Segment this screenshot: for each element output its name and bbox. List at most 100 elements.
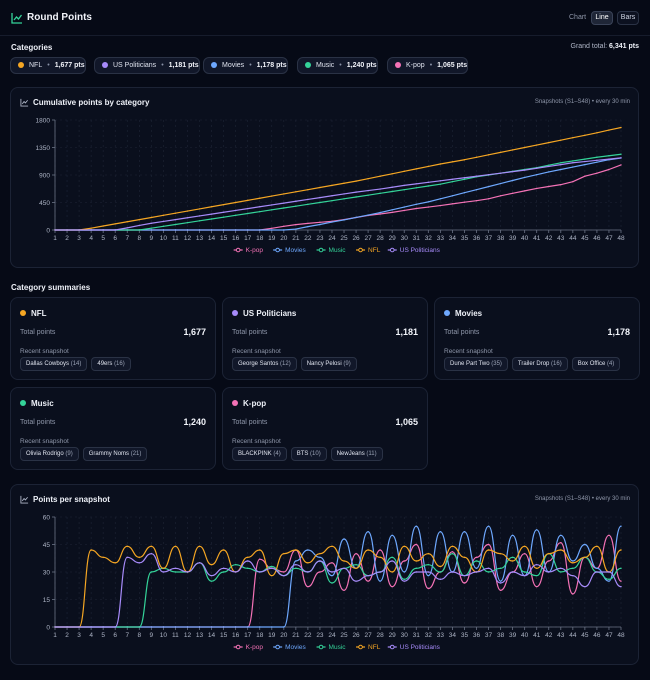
summary-card-movies[interactable]: Movies Total points 1,178 Recent snapsho…	[434, 297, 640, 380]
x-tick-label: 36	[473, 235, 481, 242]
category-chip-us-politicians[interactable]: US Politicians • 1,181 pts	[94, 57, 200, 74]
data-point-music	[138, 229, 140, 231]
data-point-music	[283, 207, 285, 209]
legend-item-us-politicians[interactable]: US Politicians	[387, 247, 441, 254]
legend-item-music[interactable]: Music	[316, 644, 347, 651]
legend-item-us-politicians[interactable]: US Politicians	[387, 644, 441, 651]
data-point-us-politicians	[307, 198, 309, 201]
data-point-nfl	[427, 552, 430, 555]
data-point-movies	[162, 626, 165, 628]
legend-item-k-pop[interactable]: K-pop	[233, 247, 264, 254]
data-point-movies	[463, 530, 466, 533]
data-point-us-politicians	[572, 574, 574, 577]
data-point-us-politicians	[307, 571, 309, 573]
x-tick-label: 42	[545, 235, 553, 242]
x-tick-label: 36	[473, 632, 481, 639]
summary-card-name: K-pop	[243, 399, 267, 408]
us-politicians-color-dot	[232, 310, 238, 316]
data-point-nfl	[259, 197, 261, 199]
data-point-nfl	[596, 132, 598, 134]
category-chip-movies[interactable]: Movies • 1,178 pts	[203, 57, 288, 74]
summary-card-nfl[interactable]: NFL Total points 1,677 Recent snapshot D…	[10, 297, 216, 380]
data-point-nfl	[560, 139, 562, 141]
line-chart-button[interactable]: Line	[591, 11, 613, 25]
data-point-us-politicians	[560, 567, 562, 570]
data-point-music	[584, 158, 586, 160]
data-point-movies	[295, 560, 297, 562]
legend-label: Music	[329, 644, 347, 651]
x-tick-label: 40	[521, 235, 529, 242]
data-point-music	[210, 218, 213, 220]
snapshot-tag: George Santos (12)	[232, 357, 297, 371]
data-point-nfl	[439, 565, 442, 568]
data-point-movies	[198, 229, 201, 231]
data-point-us-politicians	[162, 571, 165, 573]
data-point-nfl	[499, 552, 502, 555]
snapshot-tag: Box Office (4)	[571, 357, 621, 371]
x-tick-label: 5	[101, 632, 105, 639]
data-point-music	[295, 567, 297, 570]
data-point-us-politicians	[451, 178, 454, 180]
bars-chart-button[interactable]: Bars	[617, 11, 639, 25]
summary-card-name: Music	[31, 399, 54, 408]
x-tick-label: 12	[184, 632, 192, 639]
data-point-k-pop	[415, 543, 417, 546]
summary-card-us-politicians[interactable]: US Politicians Total points 1,181 Recent…	[222, 297, 428, 380]
data-point-music	[523, 571, 526, 573]
data-point-movies	[331, 221, 333, 223]
data-point-movies	[427, 201, 430, 203]
total-points-label: Total points	[444, 329, 480, 336]
x-tick-label: 3	[77, 235, 81, 242]
data-point-nfl	[90, 549, 92, 551]
category-chip-kpop[interactable]: K-pop • 1,065 pts	[387, 57, 469, 74]
data-point-us-politicians	[536, 167, 538, 169]
chart-line-icon	[20, 495, 29, 504]
summary-card-music[interactable]: Music Total points 1,240 Recent snapshot…	[10, 387, 216, 470]
data-point-music	[150, 227, 153, 229]
category-chip-music[interactable]: Music • 1,240 pts	[297, 57, 378, 74]
data-point-us-politicians	[54, 626, 56, 628]
data-point-movies	[331, 574, 333, 577]
data-point-movies	[319, 223, 321, 226]
data-point-k-pop	[487, 198, 490, 200]
x-tick-label: 2	[65, 632, 69, 639]
data-point-movies	[548, 171, 550, 173]
legend-item-movies[interactable]: Movies	[273, 247, 306, 254]
data-point-k-pop	[403, 209, 405, 212]
legend-item-nfl[interactable]: NFL	[356, 644, 381, 651]
data-point-music	[222, 571, 225, 573]
total-points-label: Total points	[232, 329, 268, 336]
data-point-movies	[210, 626, 213, 628]
data-point-movies	[234, 229, 237, 231]
total-points-label: Total points	[20, 419, 56, 426]
data-point-movies	[572, 166, 574, 168]
snapshot-tag: Olivia Rodrigo (9)	[20, 447, 79, 461]
legend-item-movies[interactable]: Movies	[273, 644, 306, 651]
total-points-value: 1,178	[607, 327, 630, 337]
legend-item-k-pop[interactable]: K-pop	[233, 644, 264, 651]
data-point-music	[415, 567, 417, 570]
data-point-nfl	[319, 552, 321, 555]
data-point-us-politicians	[608, 571, 610, 573]
data-point-movies	[560, 168, 562, 171]
data-point-us-politicians	[523, 169, 526, 171]
x-tick-label: 15	[220, 235, 228, 242]
data-point-music	[198, 220, 201, 222]
app-title: Round Points	[27, 12, 92, 23]
legend-item-music[interactable]: Music	[316, 247, 347, 254]
summary-card-kpop[interactable]: K-pop Total points 1,065 Recent snapshot…	[222, 387, 428, 470]
x-tick-label: 16	[232, 235, 240, 242]
y-tick-label: 1350	[36, 145, 51, 152]
data-point-movies	[584, 543, 586, 546]
legend-item-nfl[interactable]: NFL	[356, 247, 381, 254]
total-points-value: 1,065	[395, 417, 418, 427]
y-tick-label: 0	[46, 624, 50, 631]
data-point-music	[343, 198, 345, 200]
data-point-us-politicians	[511, 571, 514, 573]
data-point-music	[379, 192, 381, 195]
x-tick-label: 5	[101, 235, 105, 242]
data-point-us-politicians	[451, 571, 454, 573]
category-chip-nfl[interactable]: NFL • 1,677 pts	[10, 57, 86, 74]
data-point-k-pop	[463, 201, 466, 203]
data-point-movies	[391, 209, 393, 211]
